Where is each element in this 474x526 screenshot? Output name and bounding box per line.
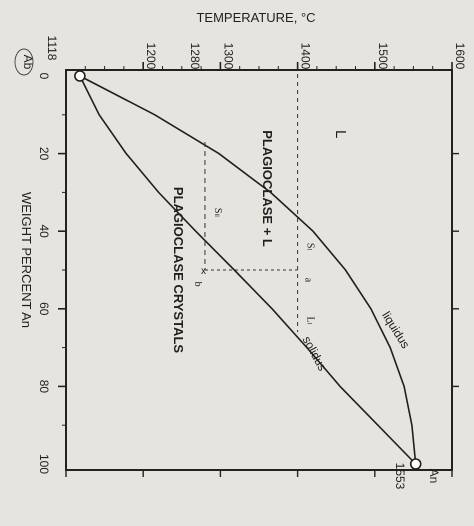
point-b-label: b xyxy=(192,282,203,287)
point-a-label: a xyxy=(303,278,314,283)
upper-marker-l: Lₗ xyxy=(305,317,316,325)
temperature-tick-label: 1500 xyxy=(376,43,390,70)
ab-melting-point-label: 1118 xyxy=(45,36,59,61)
tick-group: 1200 1300 1400 1500 1600 0 20 40 60 80 100 Ab An 1118… xyxy=(14,10,467,490)
temperature-tick-label: 1300 xyxy=(221,43,235,70)
temperature-axis-title: TEMPERATURE, °C xyxy=(196,10,315,25)
upper-marker-s: Sₗ xyxy=(305,243,316,251)
an-label: An xyxy=(427,469,441,484)
lower-marker-s: Sₗₗ xyxy=(212,208,223,217)
composition-tick-label: 40 xyxy=(37,225,51,239)
ab-circle xyxy=(14,48,34,76)
liquidus-curve xyxy=(79,75,417,465)
crystals-field-label: PLAGIOCLASE CRYSTALS xyxy=(171,187,186,353)
temperature-tick-label: 1400 xyxy=(299,43,313,70)
curve-group xyxy=(74,70,422,470)
composition-axis-title: WEIGHT PERCENT An xyxy=(19,192,34,328)
an-melting-point-label: 1553 xyxy=(393,463,407,490)
liquid-field-label: L xyxy=(332,130,349,138)
liquidus-label: liquidus xyxy=(379,309,412,351)
lower-guide-temp-label: 1280 xyxy=(188,43,202,70)
solidus-label: solidus xyxy=(300,334,330,374)
composition-tick-label: 0 xyxy=(37,73,51,80)
an-melting-point-marker xyxy=(409,458,422,470)
two-phase-field-label: PLAGIOCLASE + L xyxy=(260,130,275,247)
solidus-curve xyxy=(79,75,417,465)
temperature-tick-label: 1600 xyxy=(453,43,467,70)
composition-tick-label: 80 xyxy=(37,380,51,394)
composition-tick-label: 20 xyxy=(37,147,51,161)
composition-tick-label: 100 xyxy=(37,454,51,474)
label-group: liquidus solidus L PLAGIOCLASE + L PLAGIOCLA… xyxy=(171,43,413,374)
composition-tick-label: 60 xyxy=(37,302,51,316)
point-b-marker: x xyxy=(201,266,206,277)
ab-label: Ab xyxy=(21,55,35,70)
ab-melting-point-marker xyxy=(74,70,86,82)
temperature-tick-label: 1200 xyxy=(144,43,158,70)
